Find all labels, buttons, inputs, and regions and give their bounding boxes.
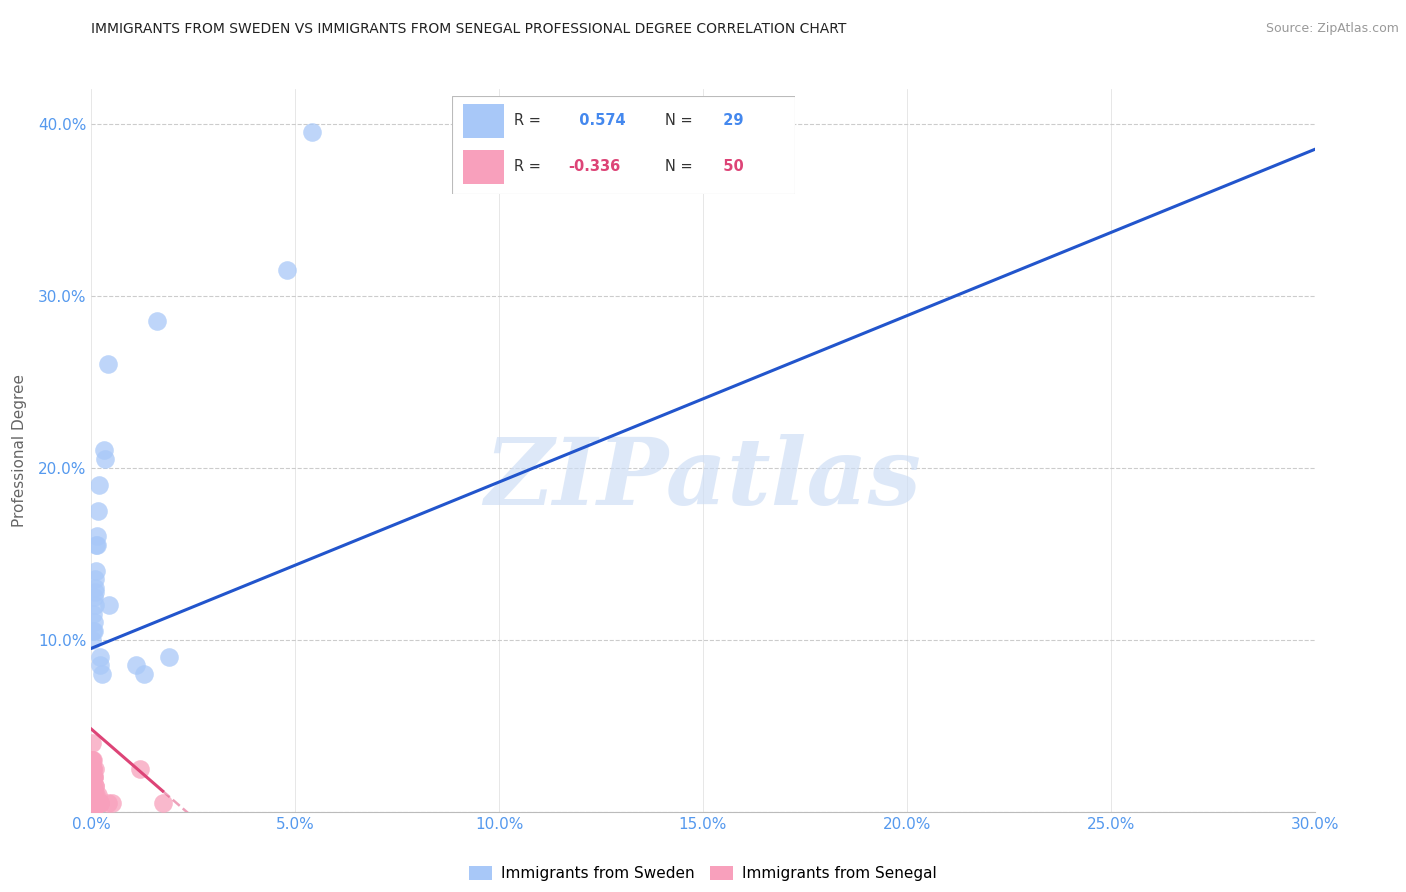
Point: [98, 599, 121, 613]
Point: [82, 788, 104, 802]
Point: [82, 736, 104, 750]
Point: [83, 796, 105, 810]
Point: [82, 770, 104, 784]
Text: IMMIGRANTS FROM SWEDEN VS IMMIGRANTS FROM SENEGAL PROFESSIONAL DEGREE CORRELATIO: IMMIGRANTS FROM SWEDEN VS IMMIGRANTS FRO…: [91, 22, 846, 37]
Point: [82, 779, 104, 793]
Point: [83, 624, 105, 639]
Point: [84, 796, 107, 810]
Point: [80, 762, 103, 776]
Point: [157, 649, 180, 664]
Point: [83, 599, 105, 613]
Point: [89, 658, 111, 673]
Point: [134, 667, 156, 681]
Point: [83, 770, 105, 784]
Point: [97, 796, 120, 810]
Point: [80, 779, 103, 793]
Point: [82, 770, 104, 784]
Point: [82, 632, 104, 647]
Point: [83, 788, 105, 802]
Point: [82, 779, 104, 793]
Point: [84, 564, 107, 578]
Point: [86, 796, 108, 810]
Point: [84, 788, 107, 802]
Point: [82, 770, 104, 784]
Y-axis label: Professional Degree: Professional Degree: [11, 374, 27, 527]
Point: [83, 590, 105, 604]
Legend: Immigrants from Sweden, Immigrants from Senegal: Immigrants from Sweden, Immigrants from …: [463, 859, 943, 888]
Point: [84, 796, 107, 810]
Point: [93, 443, 115, 458]
Point: [89, 796, 111, 810]
Point: [82, 788, 104, 802]
Text: ZIPatlas: ZIPatlas: [485, 434, 921, 524]
Point: [97, 358, 120, 372]
Point: [84, 573, 107, 587]
Point: [84, 762, 107, 776]
Text: Source: ZipAtlas.com: Source: ZipAtlas.com: [1265, 22, 1399, 36]
Point: [83, 779, 105, 793]
Point: [82, 624, 104, 639]
Point: [89, 649, 111, 664]
Point: [301, 125, 323, 139]
Point: [84, 779, 107, 793]
Point: [80, 770, 103, 784]
Point: [80, 788, 103, 802]
Point: [86, 529, 108, 543]
Point: [86, 538, 108, 552]
Point: [86, 788, 108, 802]
Point: [83, 788, 105, 802]
Point: [84, 538, 107, 552]
Point: [82, 753, 104, 767]
Point: [80, 753, 103, 767]
Point: [101, 796, 124, 810]
Point: [84, 796, 107, 810]
Point: [125, 658, 148, 673]
Point: [83, 770, 105, 784]
Point: [145, 314, 167, 328]
Point: [83, 796, 105, 810]
Point: [82, 762, 104, 776]
Point: [82, 762, 104, 776]
Point: [87, 796, 110, 810]
Point: [82, 796, 104, 810]
Point: [84, 584, 107, 599]
Point: [82, 796, 104, 810]
Point: [82, 796, 104, 810]
Point: [82, 753, 104, 767]
Point: [91, 667, 114, 681]
Point: [87, 796, 110, 810]
Point: [129, 762, 152, 776]
Point: [86, 796, 108, 810]
Point: [87, 478, 110, 492]
Point: [89, 796, 111, 810]
Point: [82, 788, 104, 802]
Point: [83, 581, 105, 595]
Point: [82, 788, 104, 802]
Point: [276, 262, 298, 277]
Point: [83, 615, 105, 630]
Point: [94, 452, 117, 467]
Point: [87, 796, 110, 810]
Point: [152, 796, 174, 810]
Point: [89, 796, 111, 810]
Point: [83, 796, 105, 810]
Point: [82, 607, 104, 621]
Point: [82, 779, 104, 793]
Point: [87, 503, 110, 517]
